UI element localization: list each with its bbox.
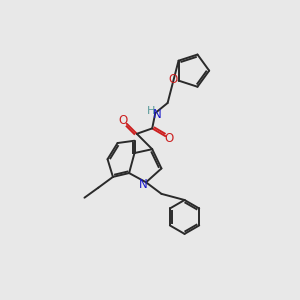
Text: H: H — [147, 106, 156, 116]
Text: N: N — [153, 108, 162, 121]
Text: N: N — [140, 178, 148, 191]
Text: O: O — [164, 132, 174, 145]
Text: O: O — [169, 73, 178, 85]
Text: O: O — [118, 114, 128, 127]
